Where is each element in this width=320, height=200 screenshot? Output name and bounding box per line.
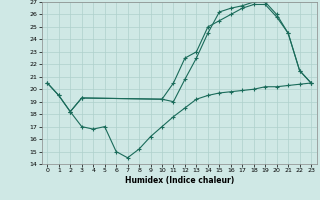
X-axis label: Humidex (Indice chaleur): Humidex (Indice chaleur) bbox=[124, 176, 234, 185]
